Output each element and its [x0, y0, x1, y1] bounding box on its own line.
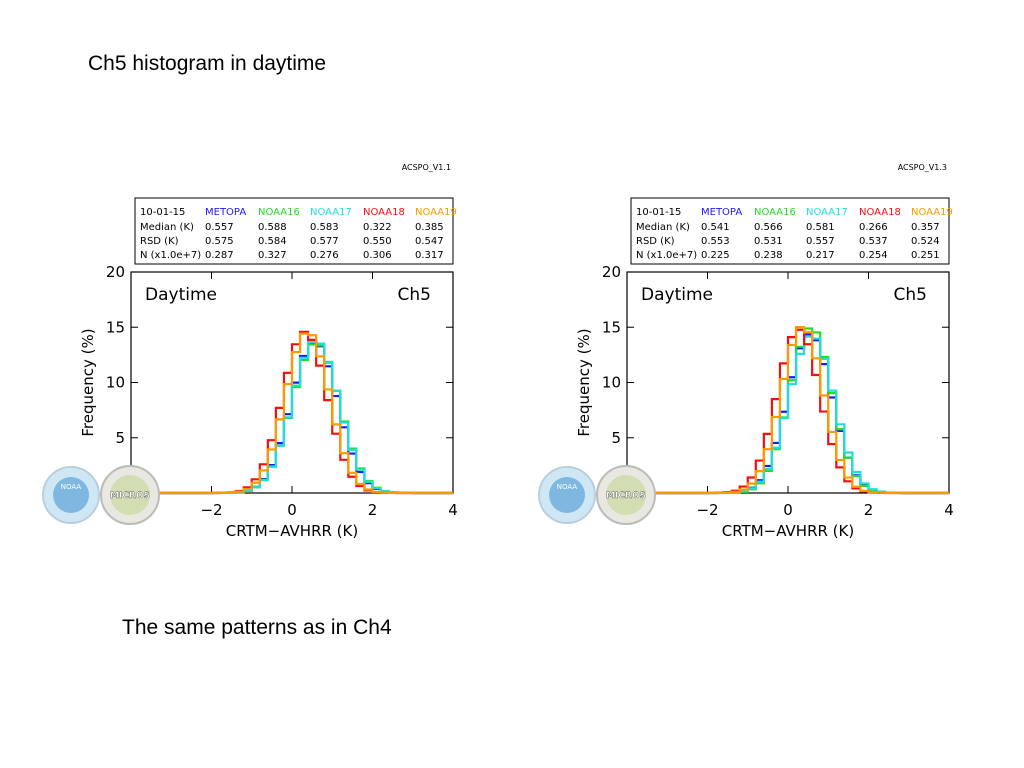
legend-entry-noaa19: NOAA19	[911, 207, 953, 218]
legend-entry-metopa: METOPA	[701, 207, 742, 218]
stats-value: 0.557	[806, 236, 835, 247]
stats-value: 0.322	[363, 222, 392, 233]
y-tick-label: 15	[106, 318, 125, 336]
stats-date: 10-01-15	[140, 207, 185, 218]
stats-value: 0.531	[754, 236, 783, 247]
histogram-chart-v1-1: ACSPO_V1.1 10-01-15 METOPA NOAA16 NOAA17 NOAA…	[42, 163, 458, 540]
legend-entry-metopa: METOPA	[205, 207, 246, 218]
legend-entry-noaa18: NOAA18	[363, 207, 405, 218]
stats-row-label: RSD (K)	[636, 236, 675, 247]
panel-label-right: Ch5	[398, 285, 431, 305]
stats-value: 0.385	[415, 222, 444, 233]
stats-value: 0.254	[859, 250, 888, 261]
histogram-line-noaa19	[627, 326, 949, 495]
noaa-logo: NOAA	[42, 466, 100, 524]
y-tick-label: 15	[602, 318, 621, 336]
svg-text:NOAA: NOAA	[557, 483, 578, 491]
x-axis-label: CRTM−AVHRR (K)	[226, 522, 358, 540]
panel-label-right: Ch5	[894, 285, 927, 305]
stats-value: 0.225	[701, 250, 730, 261]
slide-title: Ch5 histogram in daytime	[88, 52, 327, 75]
legend-entry-noaa17: NOAA17	[310, 207, 352, 218]
stats-value: 0.583	[310, 222, 339, 233]
stats-table-box	[630, 197, 950, 265]
version-label: ACSPO_V1.1	[402, 163, 451, 172]
stats-row-label: RSD (K)	[140, 236, 179, 247]
stats-value: 0.547	[415, 236, 444, 247]
stats-row-label: N (x1.0e+7)	[636, 250, 697, 261]
chart-panel-v1-3: ACSPO_V1.3 10-01-15 METOPA NOAA16 NOAA17 NOAA…	[536, 150, 998, 550]
svg-text:MICROS: MICROS	[110, 491, 150, 501]
stats-row-label: Median (K)	[140, 222, 194, 233]
svg-text:NOAA: NOAA	[61, 483, 82, 491]
x-tick-label: 4	[944, 501, 954, 519]
stats-value: 0.541	[701, 222, 730, 233]
svg-text:MICROS: MICROS	[606, 491, 646, 501]
x-tick-label: 2	[864, 501, 874, 519]
stats-value: 0.357	[911, 222, 940, 233]
x-tick-label: 4	[448, 501, 458, 519]
y-axis-label: Frequency (%)	[575, 328, 593, 436]
legend-entry-noaa17: NOAA17	[806, 207, 848, 218]
stats-value: 0.524	[911, 236, 940, 247]
stats-row-label: N (x1.0e+7)	[140, 250, 201, 261]
chart-panel-v1-1: ACSPO_V1.1 10-01-15 METOPA NOAA16 NOAA17 NOAA…	[40, 150, 502, 550]
stats-value: 0.251	[911, 250, 940, 261]
panel-label-left: Daytime	[145, 285, 217, 305]
histogram-line-noaa19	[131, 332, 453, 495]
y-tick-label: 20	[106, 263, 125, 281]
stats-value: 0.566	[754, 222, 783, 233]
y-tick-label: 10	[106, 374, 125, 392]
x-axis-label: CRTM−AVHRR (K)	[722, 522, 854, 540]
legend-entry-noaa16: NOAA16	[754, 207, 796, 218]
noaa-logo: NOAA	[538, 466, 596, 524]
stats-value: 0.276	[310, 250, 339, 261]
stats-value: 0.238	[754, 250, 783, 261]
y-tick-label: 5	[115, 429, 125, 447]
stats-value: 0.327	[258, 250, 287, 261]
y-tick-label: 10	[602, 374, 621, 392]
stats-value: 0.317	[415, 250, 444, 261]
stats-value: 0.588	[258, 222, 287, 233]
y-tick-label: 20	[602, 263, 621, 281]
histogram-chart-v1-3: ACSPO_V1.3 10-01-15 METOPA NOAA16 NOAA17 NOAA…	[538, 163, 954, 540]
stats-value: 0.217	[806, 250, 835, 261]
legend-entry-noaa18: NOAA18	[859, 207, 901, 218]
panel-label-left: Daytime	[641, 285, 713, 305]
stats-value: 0.581	[806, 222, 835, 233]
stats-value: 0.537	[859, 236, 888, 247]
stats-value: 0.266	[859, 222, 888, 233]
legend-entry-noaa19: NOAA19	[415, 207, 457, 218]
stats-value: 0.577	[310, 236, 339, 247]
y-tick-label: 5	[611, 429, 621, 447]
micros-logo: MICROS	[596, 465, 656, 525]
x-tick-label: 2	[368, 501, 378, 519]
stats-date: 10-01-15	[636, 207, 681, 218]
x-tick-label: −2	[696, 501, 718, 519]
version-label: ACSPO_V1.3	[898, 163, 947, 172]
stats-value: 0.553	[701, 236, 730, 247]
stats-value: 0.550	[363, 236, 392, 247]
stats-row-label: Median (K)	[636, 222, 690, 233]
stats-value: 0.306	[363, 250, 392, 261]
legend-entry-noaa16: NOAA16	[258, 207, 300, 218]
stats-table-box	[134, 197, 454, 265]
stats-value: 0.287	[205, 250, 234, 261]
x-tick-label: −2	[200, 501, 222, 519]
x-tick-label: 0	[287, 501, 297, 519]
y-axis-label: Frequency (%)	[79, 328, 97, 436]
x-tick-label: 0	[783, 501, 793, 519]
stats-value: 0.557	[205, 222, 234, 233]
micros-logo: MICROS	[100, 465, 160, 525]
stats-value: 0.575	[205, 236, 234, 247]
stats-value: 0.584	[258, 236, 287, 247]
slide-caption: The same patterns as in Ch4	[122, 616, 392, 639]
